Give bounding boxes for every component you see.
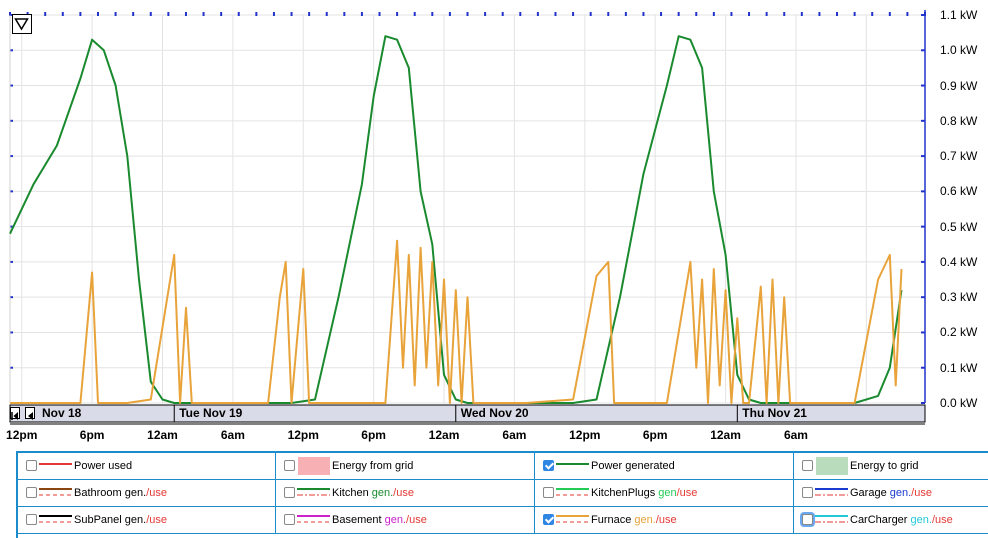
nav-prev-button[interactable] [25,407,35,420]
y-tick-label: 0.4 kW [940,254,978,269]
x-tick-label: 12pm [569,428,601,442]
legend-item-kitchenplugs[interactable]: KitchenPlugs gen/use [535,480,794,506]
legend-item-power generated[interactable]: Power generated [535,453,794,479]
y-tick-label: 0.8 kW [940,113,978,128]
y-tick-label: 0.3 kW [940,290,978,305]
legend-line-swatch [297,488,330,496]
legend-item-power used[interactable]: Power used [18,453,276,479]
x-tick-label: 12am [428,428,460,442]
legend-checkbox[interactable] [543,514,554,525]
legend-label: Energy from grid [332,460,414,472]
x-tick-label: 12am [147,428,178,442]
series-line-power-generated [9,35,903,404]
x-tick-label: 6pm [79,428,105,442]
legend-item-energy to grid[interactable]: Energy to grid [794,453,988,479]
legend-label: Garage gen./use [850,487,932,499]
triangle-down-icon [14,18,29,31]
legend-line-swatch [815,515,848,523]
legend-item-subpanel[interactable]: SubPanel gen./use [18,507,276,533]
x-tick-label: 6am [502,428,527,442]
x-tick-label: 6pm [361,428,386,442]
legend-line-swatch [556,515,589,523]
day-label[interactable]: Nov 18 [42,406,82,420]
y-tick-label: 0.9 kW [940,78,978,93]
legend-line-swatch [39,488,72,496]
legend-item-kitchen[interactable]: Kitchen gen./use [276,480,535,506]
day-label[interactable]: Thu Nov 21 [742,406,807,420]
x-tick-label: 6am [783,428,808,442]
day-label[interactable]: Wed Nov 20 [460,406,529,420]
legend-checkbox[interactable] [802,460,813,471]
legend-label: CarCharger gen./use [850,514,953,526]
skip-back-icon [11,412,18,420]
y-tick-label: 0.1 kW [940,360,978,375]
legend-checkbox[interactable] [26,460,37,471]
power-chart[interactable] [0,0,988,450]
legend-panel: Power used Energy from grid Power generate… [16,451,988,538]
legend-checkbox[interactable] [802,487,813,498]
y-tick-label: 1.1 kW [940,8,978,22]
legend-line-swatch [556,463,589,465]
legend-line-swatch [39,515,72,523]
x-tick-label: 6pm [642,428,668,442]
series-line-furnace [10,239,903,404]
y-tick-label: 0.2 kW [940,325,978,340]
legend-area-swatch [298,457,330,475]
legend-label: Energy to grid [850,460,919,472]
legend-checkbox[interactable] [543,460,554,471]
x-tick-label: 12pm [6,428,38,442]
y-tick-label: 0.0 kW [940,396,978,410]
legend-item-garage[interactable]: Garage gen./use [794,480,988,506]
legend-item-carcharger[interactable]: CarCharger gen./use [794,507,988,533]
legend-item-basement[interactable]: Basement gen./use [276,507,535,533]
legend-label: Kitchen gen./use [332,487,414,499]
legend-checkbox[interactable] [26,487,37,498]
legend-item-bathroom[interactable]: Bathroom gen./use [18,480,276,506]
prev-icon [28,412,33,420]
legend-item-energy from grid[interactable]: Energy from grid [276,453,535,479]
legend-line-swatch [815,488,848,496]
legend-label: Power generated [591,460,675,472]
legend-area-swatch [816,457,848,475]
x-tick-label: 6am [220,428,245,442]
nav-first-button[interactable] [10,407,20,420]
legend-checkbox[interactable] [26,514,37,525]
legend-item-furnace[interactable]: Furnace gen./use [535,507,794,533]
legend-checkbox[interactable] [284,487,295,498]
day-label[interactable]: Tue Nov 19 [179,406,243,420]
legend-row: SubPanel gen./use Basement gen./use Furnac… [18,507,988,534]
chart-menu-button[interactable] [12,14,32,34]
y-tick-label: 0.5 kW [940,219,978,234]
legend-checkbox[interactable] [284,460,295,471]
legend-label: Basement gen./use [332,514,427,526]
x-tick-label: 12am [710,428,741,442]
legend-checkbox[interactable] [284,514,295,525]
legend-label: Bathroom gen./use [74,487,167,499]
y-tick-label: 0.7 kW [940,149,978,164]
legend-label: Furnace gen./use [591,514,677,526]
legend-row: Bathroom gen./use Kitchen gen./use Kitchen… [18,480,988,507]
legend-line-swatch [556,488,589,496]
legend-checkbox[interactable] [543,487,554,498]
legend-checkbox[interactable] [802,514,813,525]
legend-label: SubPanel gen./use [74,514,167,526]
legend-line-swatch [297,515,330,523]
legend-line-swatch [39,463,72,465]
legend-label: Power used [74,460,133,472]
y-tick-label: 0.6 kW [940,184,978,199]
legend-label: KitchenPlugs gen/use [591,487,698,499]
y-tick-label: 1.0 kW [940,43,978,58]
x-tick-label: 12pm [287,428,319,442]
legend-row: Power used Energy from grid Power generate… [18,453,988,480]
